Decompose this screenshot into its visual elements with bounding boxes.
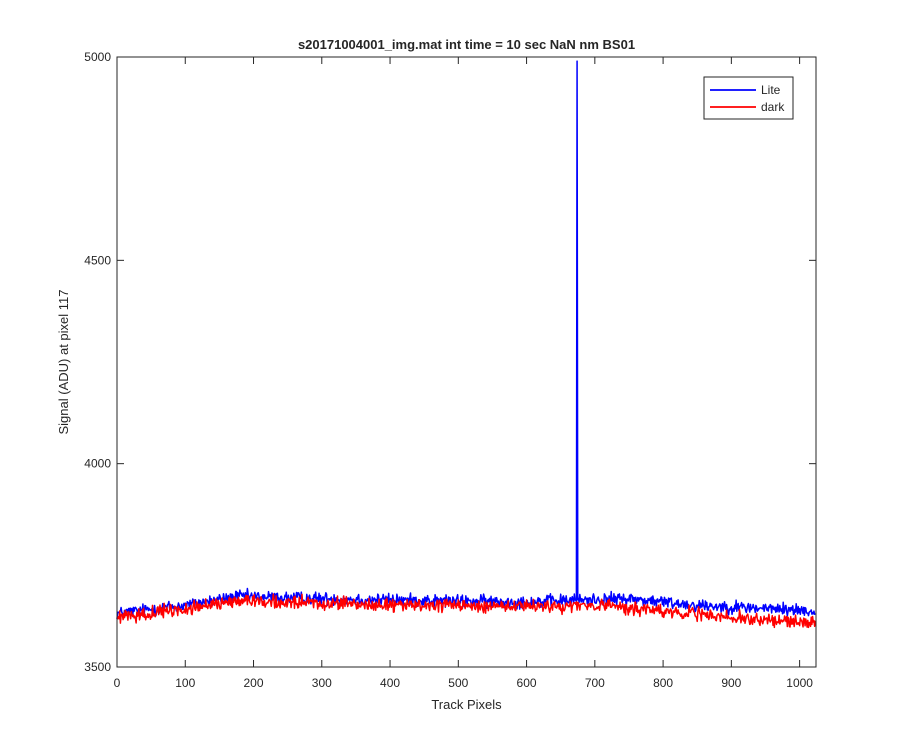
legend-box [703,76,794,120]
x-tick-label: 1000 [786,676,813,690]
x-tick-label: 400 [380,676,400,690]
y-tick-label: 5000 [84,50,111,64]
x-tick-label: 800 [653,676,673,690]
legend: Lite dark [703,76,794,120]
y-tick-label: 4000 [84,457,111,471]
x-axis-label: Track Pixels [431,697,502,712]
y-tick-label: 3500 [84,660,111,674]
x-tick-label: 900 [721,676,741,690]
chart-title: s20171004001_img.mat int time = 10 sec N… [298,37,635,52]
legend-label-dark: dark [761,100,785,114]
x-tick-label: 600 [517,676,537,690]
x-tick-label: 0 [114,676,121,690]
x-tick-label: 300 [312,676,332,690]
axes-frame [116,56,817,668]
x-tick-label: 200 [244,676,264,690]
plot-area [117,57,816,667]
x-tick-label: 100 [175,676,195,690]
series-line-dark [116,593,817,629]
y-tick-label: 4500 [84,253,111,267]
series-layer [116,60,817,629]
ticks-layer: 0 100 200 300 400 500 600 700 800 900 1000 3500 4000… [84,50,816,690]
y-axis-label: Signal (ADU) at pixel 117 [56,290,71,435]
x-tick-label: 500 [448,676,468,690]
legend-label-lite: Lite [761,83,781,97]
x-tick-label: 700 [585,676,605,690]
